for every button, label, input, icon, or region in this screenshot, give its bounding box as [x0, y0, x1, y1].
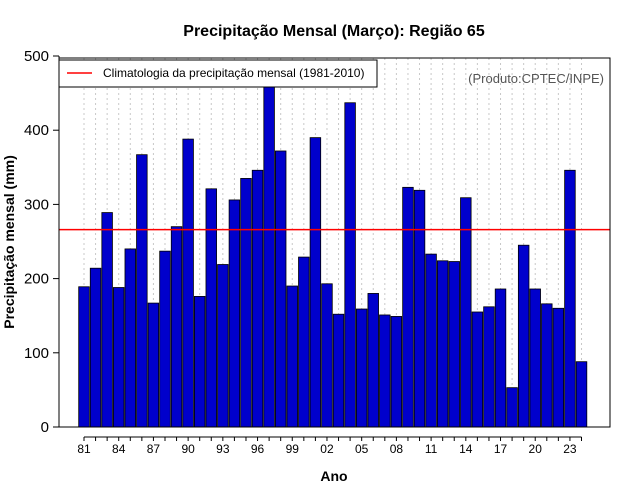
credit-text: (Produto:CPTEC/INPE) [468, 71, 604, 86]
x-axis-label: Ano [320, 468, 347, 484]
bar [552, 307, 565, 428]
bar [309, 137, 322, 428]
x-tick-label: 84 [112, 442, 126, 456]
bar [228, 199, 241, 428]
x-tick-label: 99 [286, 442, 300, 456]
bar [564, 169, 576, 428]
bar [217, 264, 229, 428]
bar [124, 248, 136, 428]
x-axis: 81 84 87 90 93 96 99 02 05 08 11 14 17 20 23 [77, 436, 583, 456]
x-tick-label: 93 [216, 442, 230, 456]
bar [529, 288, 541, 428]
bar [494, 288, 507, 428]
bar [506, 387, 518, 428]
bar [286, 285, 298, 428]
bar [413, 189, 426, 428]
bar [182, 138, 194, 428]
chart-title: Precipitação Mensal (Março): Região 65 [183, 23, 485, 40]
legend-box [58, 59, 378, 88]
bar [89, 267, 102, 428]
bar [460, 197, 472, 428]
bar [355, 308, 368, 428]
bar [159, 250, 171, 428]
bar [251, 169, 264, 428]
x-tick-label: 17 [494, 442, 508, 456]
bar [298, 256, 310, 428]
bar [517, 244, 530, 428]
bar [170, 226, 183, 428]
legend: Climatologia da precipitação mensal (198… [58, 59, 378, 88]
x-tick-label: 96 [251, 442, 265, 456]
bar [471, 311, 484, 428]
bar [367, 293, 379, 428]
x-tick-label: 05 [355, 442, 369, 456]
bar-series [78, 79, 588, 428]
y-axis: 0 100 200 300 400 500 [24, 48, 60, 436]
bar [147, 302, 160, 428]
y-axis-label: Precipitação mensal (mm) [1, 155, 17, 329]
bar [379, 314, 391, 428]
bar [332, 313, 345, 428]
bar [101, 212, 113, 428]
x-tick-label: 11 [425, 442, 438, 456]
y-tick-label: 400 [24, 122, 49, 139]
x-tick-label: 14 [459, 442, 473, 456]
bar [344, 102, 356, 428]
bar [425, 253, 437, 428]
bar [263, 79, 275, 428]
bar [113, 287, 125, 428]
x-tick-label: 90 [181, 442, 195, 456]
bar [136, 154, 148, 428]
bar [321, 283, 333, 428]
bar [205, 188, 217, 428]
y-tick-label: 100 [24, 345, 49, 362]
x-tick-label: 08 [390, 442, 404, 456]
bar [448, 261, 460, 428]
x-tick-label: 02 [320, 442, 334, 456]
x-tick-label: 87 [147, 442, 161, 456]
bar [274, 150, 287, 428]
bar [541, 303, 553, 428]
bar [240, 178, 252, 428]
legend-label: Climatologia da precipitação mensal (198… [103, 66, 364, 80]
x-tick-label: 20 [529, 442, 543, 456]
bar [575, 361, 588, 428]
bar [78, 286, 90, 428]
bar [193, 296, 206, 428]
x-tick-label: 23 [563, 442, 577, 456]
bar [390, 316, 403, 428]
y-tick-label: 200 [24, 271, 49, 288]
x-tick-label: 81 [77, 442, 91, 456]
bar [483, 306, 495, 428]
y-tick-label: 500 [24, 48, 49, 65]
bar [402, 186, 414, 428]
y-tick-label: 300 [24, 196, 49, 213]
y-tick-label: 0 [41, 419, 49, 436]
bar [436, 260, 449, 428]
